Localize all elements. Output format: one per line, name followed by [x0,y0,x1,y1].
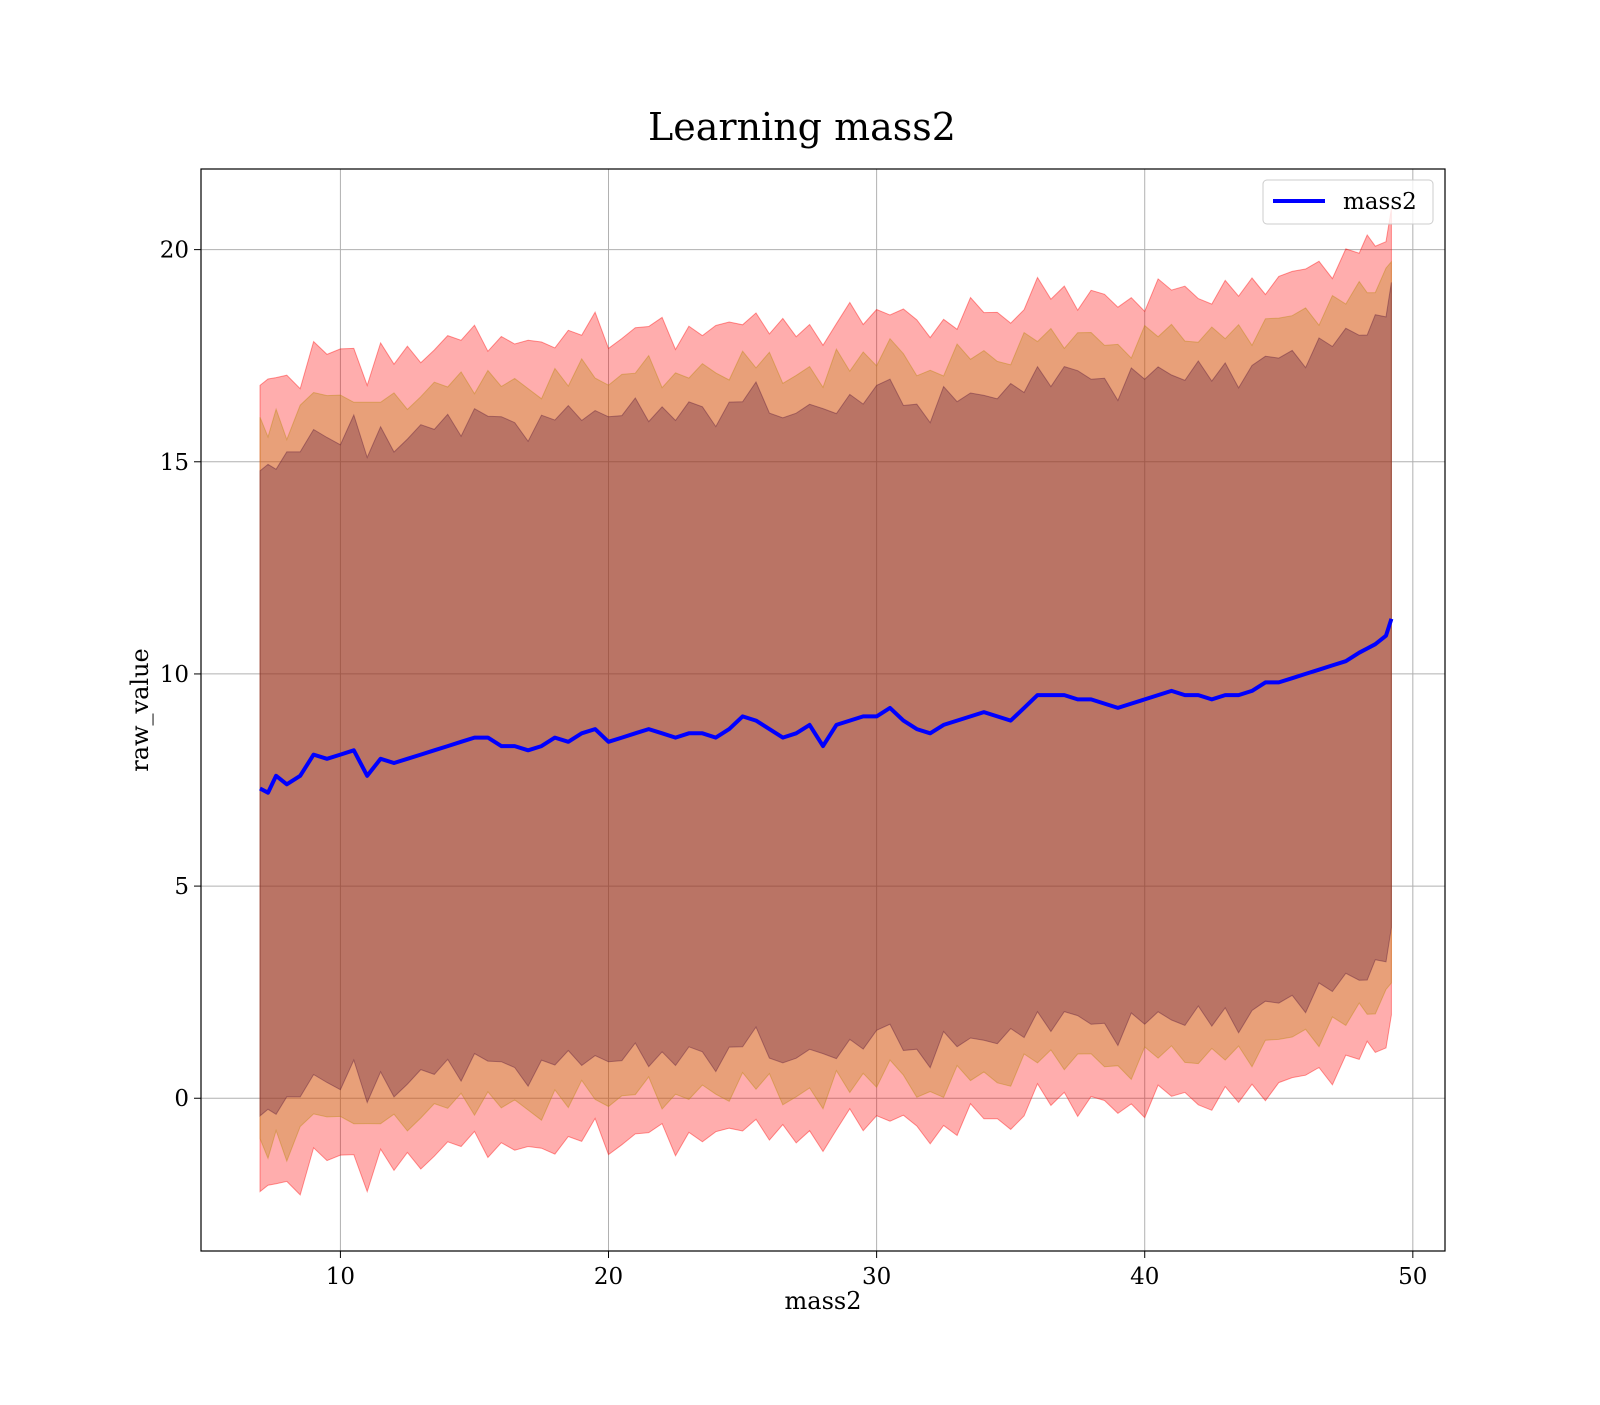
y-tick-label: 20 [160,238,189,264]
x-tick-label: 10 [326,1264,355,1290]
x-tick-label: 50 [1398,1264,1427,1290]
series-lines [259,618,1394,795]
legend-box [1262,179,1434,225]
axis-ticks: 10 20 30 40 50 0 5 10 15 20 [160,238,1428,1290]
y-tick-label: 5 [174,874,189,900]
confidence-band [259,260,1392,1163]
plot-frame [200,168,1446,1252]
y-tick-label: 15 [160,450,189,476]
series-line-mass2 [259,618,1394,795]
legend: mass2 [1262,179,1434,225]
y-axis-label: raw_value [126,648,154,772]
confidence-band [259,282,1392,1117]
chart-title: Learning mass2 [648,105,956,149]
y-tick-label: 10 [160,662,189,688]
legend-label-mass2: mass2 [1343,189,1417,215]
x-tick-label: 30 [862,1264,891,1290]
confidence-band [259,208,1392,1196]
grid [201,169,1445,1251]
y-tick-label: 0 [174,1086,189,1112]
confidence-bands [259,208,1392,1196]
x-axis-label: mass2 [785,1287,862,1315]
x-tick-label: 20 [594,1264,623,1290]
x-tick-label: 40 [1130,1264,1159,1290]
